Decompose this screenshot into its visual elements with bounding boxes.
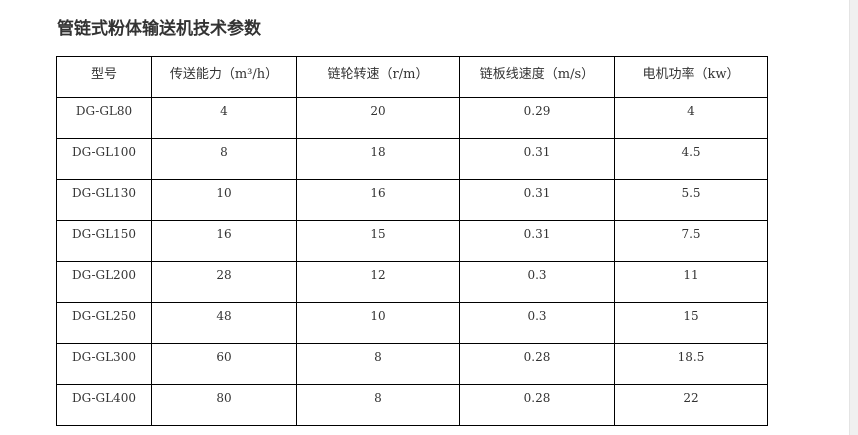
table-cell: 0.28 [459, 384, 615, 426]
table-cell: DG-GL300 [56, 343, 152, 385]
table-cell: 0.28 [459, 343, 615, 385]
table-row: DG-GL80 4 20 0.29 4 [56, 97, 768, 139]
table-cell: 16 [296, 179, 460, 221]
page-title: 管链式粉体输送机技术参数 [57, 19, 261, 39]
table-cell: 15 [296, 220, 460, 262]
table-cell: 16 [151, 220, 297, 262]
table-cell: 60 [151, 343, 297, 385]
table-cell: 0.29 [459, 97, 615, 139]
table-cell: 28 [151, 261, 297, 303]
table-cell: 48 [151, 302, 297, 344]
scrollbar[interactable] [849, 0, 858, 435]
table-cell: DG-GL200 [56, 261, 152, 303]
table-cell: DG-GL400 [56, 384, 152, 426]
column-header: 电机功率（kw） [614, 56, 768, 98]
table-cell: 15 [614, 302, 768, 344]
table-row: DG-GL130 10 16 0.31 5.5 [56, 179, 768, 221]
table-cell: 8 [296, 384, 460, 426]
table-cell: DG-GL250 [56, 302, 152, 344]
table-cell: 0.31 [459, 138, 615, 180]
table-row: DG-GL150 16 15 0.31 7.5 [56, 220, 768, 262]
table-cell: 8 [151, 138, 297, 180]
table-row: DG-GL100 8 18 0.31 4.5 [56, 138, 768, 180]
table-cell: 11 [614, 261, 768, 303]
table-cell: 10 [151, 179, 297, 221]
table-row: DG-GL200 28 12 0.3 11 [56, 261, 768, 303]
header-row: 型号 传送能力（m³/h） 链轮转速（r/m） 链板线速度（m/s） 电机功率（kw） [56, 56, 768, 98]
table-cell: 4 [151, 97, 297, 139]
table-cell: 4.5 [614, 138, 768, 180]
table-cell: 0.31 [459, 220, 615, 262]
table-cell: DG-GL130 [56, 179, 152, 221]
table-row: DG-GL250 48 10 0.3 15 [56, 302, 768, 344]
column-header: 传送能力（m³/h） [151, 56, 297, 98]
table-cell: 18.5 [614, 343, 768, 385]
column-header: 链轮转速（r/m） [296, 56, 460, 98]
table-cell: 22 [614, 384, 768, 426]
table-cell: DG-GL100 [56, 138, 152, 180]
table-cell: 80 [151, 384, 297, 426]
table-cell: 0.31 [459, 179, 615, 221]
table-cell: 0.3 [459, 302, 615, 344]
table-cell: 5.5 [614, 179, 768, 221]
column-header: 型号 [56, 56, 152, 98]
table-cell: 4 [614, 97, 768, 139]
table-cell: 0.3 [459, 261, 615, 303]
table-cell: 8 [296, 343, 460, 385]
table-row: DG-GL400 80 8 0.28 22 [56, 384, 768, 426]
table-row: DG-GL300 60 8 0.28 18.5 [56, 343, 768, 385]
spec-table: 型号 传送能力（m³/h） 链轮转速（r/m） 链板线速度（m/s） 电机功率（kw） … [56, 56, 768, 426]
table-cell: 20 [296, 97, 460, 139]
table-cell: DG-GL80 [56, 97, 152, 139]
table-cell: 10 [296, 302, 460, 344]
table-cell: 7.5 [614, 220, 768, 262]
table-cell: 12 [296, 261, 460, 303]
table-cell: DG-GL150 [56, 220, 152, 262]
column-header: 链板线速度（m/s） [459, 56, 615, 98]
table-cell: 18 [296, 138, 460, 180]
